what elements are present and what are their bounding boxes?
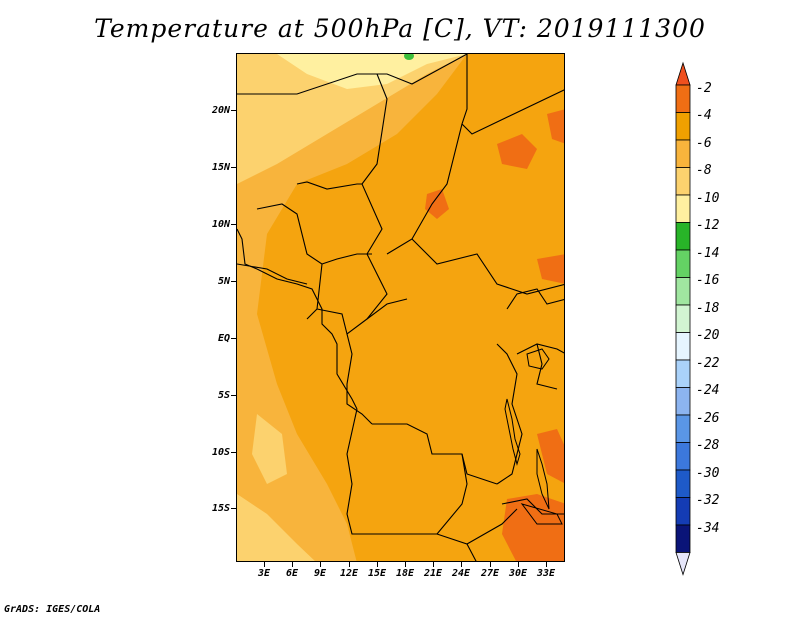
lon-tick: [264, 562, 265, 567]
lat-tick: [231, 338, 236, 339]
colorbar-swatch: [675, 414, 691, 443]
colorbar-swatch: [675, 194, 691, 223]
colorbar-swatch: [675, 167, 691, 196]
lon-label-21e: 21E: [423, 568, 443, 579]
lon-label-33e: 33E: [536, 568, 556, 579]
colorbar-swatch: [675, 277, 691, 306]
colorbar-swatch: [675, 112, 691, 141]
lat-label-10s: 10S: [211, 447, 230, 458]
lon-label-9e: 9E: [313, 568, 327, 579]
lon-tick: [546, 562, 547, 567]
lon-tick: [518, 562, 519, 567]
lat-tick: [231, 110, 236, 111]
lon-label-27e: 27E: [480, 568, 500, 579]
lon-tick: [490, 562, 491, 567]
lon-tick: [292, 562, 293, 567]
lon-label-15e: 15E: [367, 568, 387, 579]
colorbar-swatch: [675, 469, 691, 498]
colorbar-swatch: [675, 524, 691, 553]
colorbar-label: -34: [696, 521, 720, 536]
field-band-minus10: [277, 54, 467, 89]
lat-label-eq: EQ: [217, 333, 230, 344]
colorbar-swatch: [675, 249, 691, 278]
field-band-minus8: [237, 54, 467, 184]
colorbar-label: -8: [696, 163, 712, 178]
field-patch-minus12: [404, 54, 414, 60]
lat-label-15s: 15S: [211, 503, 230, 514]
lat-tick: [231, 167, 236, 168]
colorbar-top-arrow: [675, 61, 691, 86]
colorbar-label: -10: [696, 191, 720, 206]
colorbar-swatches: [675, 61, 691, 576]
lake-outlines: [504, 348, 563, 525]
colorbar-bottom-arrow: [675, 552, 691, 576]
colorbar-label: -28: [696, 438, 720, 453]
colorbar-swatch: [675, 442, 691, 471]
colorbar-swatch: [675, 332, 691, 361]
lat-label-5n: 5N: [217, 276, 230, 287]
colorbar: [675, 61, 691, 576]
field-patch-sw: [237, 494, 315, 561]
colorbar-swatch: [675, 387, 691, 416]
colorbar-label: -12: [696, 218, 720, 233]
lon-tick: [320, 562, 321, 567]
lon-label-12e: 12E: [339, 568, 359, 579]
field-band-minus6: [237, 54, 467, 561]
chart-title: Temperature at 500hPa [C], VT: 201911130…: [94, 14, 706, 43]
colorbar-label: -32: [696, 493, 720, 508]
field-patch-ne2: [547, 109, 564, 144]
coastline: [237, 228, 358, 410]
colorbar-swatch: [675, 84, 691, 113]
lon-label-24e: 24E: [451, 568, 471, 579]
colorbar-label: -14: [696, 246, 720, 261]
lon-label-6e: 6E: [285, 568, 299, 579]
field-patch-w: [252, 414, 287, 484]
lon-label-18e: 18E: [395, 568, 415, 579]
field-patch-se: [502, 494, 564, 561]
temperature-map: [236, 53, 565, 562]
lat-label-5s: 5S: [217, 390, 230, 401]
field-patch-ne: [497, 134, 537, 169]
lat-tick: [231, 452, 236, 453]
colorbar-swatch: [675, 139, 691, 168]
lat-label-15n: 15N: [211, 162, 230, 173]
lon-tick: [461, 562, 462, 567]
colorbar-label: -22: [696, 356, 720, 371]
colorbar-label: -16: [696, 273, 720, 288]
field-patch-se2: [537, 429, 564, 483]
lat-tick: [231, 508, 236, 509]
country-borders: [237, 54, 564, 561]
colorbar-label: -26: [696, 411, 720, 426]
colorbar-label: -4: [696, 108, 712, 123]
colorbar-label: -2: [696, 81, 712, 96]
lon-tick: [405, 562, 406, 567]
colorbar-swatch: [675, 222, 691, 251]
lat-tick: [231, 281, 236, 282]
colorbar-swatch: [675, 497, 691, 526]
lon-tick: [349, 562, 350, 567]
field-patch-e: [537, 254, 564, 284]
lat-tick: [231, 395, 236, 396]
lon-tick: [433, 562, 434, 567]
lon-tick: [377, 562, 378, 567]
colorbar-label: -20: [696, 328, 720, 343]
colorbar-swatch: [675, 359, 691, 388]
colorbar-label: -18: [696, 301, 720, 316]
grads-credit: GrADS: IGES/COLA: [4, 604, 101, 615]
colorbar-label: -30: [696, 466, 720, 481]
lat-label-20n: 20N: [211, 105, 230, 116]
lon-label-3e: 3E: [257, 568, 271, 579]
colorbar-label: -24: [696, 383, 720, 398]
field-patch-c: [425, 189, 449, 219]
lon-label-30e: 30E: [508, 568, 528, 579]
colorbar-swatch: [675, 304, 691, 333]
lat-tick: [231, 224, 236, 225]
lat-label-10n: 10N: [211, 219, 230, 230]
map-field: [237, 54, 564, 561]
colorbar-label: -6: [696, 136, 712, 151]
